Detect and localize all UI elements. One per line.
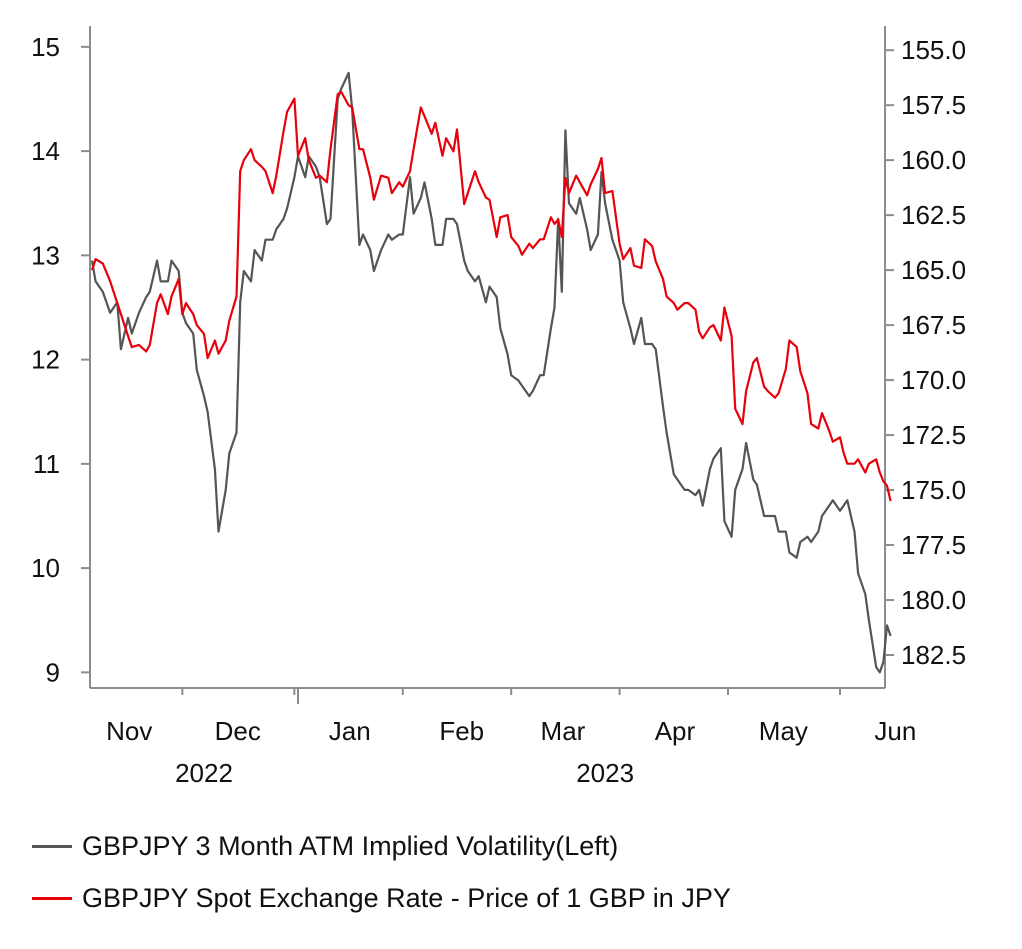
right-tick-label: 180.0 — [901, 585, 966, 615]
legend-swatch-volatility — [32, 844, 72, 848]
right-tick-label: 170.0 — [901, 365, 966, 395]
legend-label-spot-rate: GBPJPY Spot Exchange Rate - Price of 1 G… — [82, 882, 731, 913]
right-tick-label: 155.0 — [901, 35, 966, 65]
legend-item-spot-rate: GBPJPY Spot Exchange Rate - Price of 1 G… — [32, 872, 731, 924]
left-tick-label: 15 — [31, 32, 60, 62]
right-tick-label: 165.0 — [901, 255, 966, 285]
right-tick-label: 160.0 — [901, 145, 966, 175]
left-tick-label: 10 — [31, 553, 60, 583]
left-tick-label: 12 — [31, 345, 60, 375]
x-month-label: Jan — [329, 716, 371, 746]
x-month-label: Dec — [215, 716, 261, 746]
legend-swatch-spot-rate — [32, 896, 72, 900]
chart: 9 10 11 12 13 14 15 155.0 157.5 160.0 162.5 165.0 16… — [31, 26, 966, 788]
legend-label-volatility: GBPJPY 3 Month ATM Implied Volatility(Le… — [82, 830, 619, 861]
legend-item-volatility: GBPJPY 3 Month ATM Implied Volatility(Le… — [32, 820, 731, 872]
x-year-label: 2023 — [576, 758, 634, 788]
volatility-series-line — [90, 71, 892, 674]
left-tick-label: 9 — [46, 657, 60, 687]
right-tick-label: 157.5 — [901, 90, 966, 120]
x-month-label: Nov — [106, 716, 152, 746]
left-tick-label: 11 — [33, 449, 60, 479]
right-tick-label: 172.5 — [901, 420, 966, 450]
x-month-label: May — [759, 716, 808, 746]
right-tick-label: 175.0 — [901, 475, 966, 505]
right-tick-label: 177.5 — [901, 530, 966, 560]
x-month-label: Jun — [874, 716, 916, 746]
left-tick-label: 13 — [31, 240, 60, 270]
legend: GBPJPY 3 Month ATM Implied Volatility(Le… — [32, 820, 731, 924]
right-tick-label: 167.5 — [901, 310, 966, 340]
x-month-label: Feb — [439, 716, 484, 746]
right-tick-label: 162.5 — [901, 200, 966, 230]
x-month-label: Apr — [655, 716, 696, 746]
x-year-label: 2022 — [175, 758, 233, 788]
right-tick-label: 182.5 — [901, 640, 966, 670]
x-month-label: Mar — [541, 716, 586, 746]
spot-rate-series-line — [90, 90, 892, 502]
left-tick-label: 14 — [31, 136, 60, 166]
